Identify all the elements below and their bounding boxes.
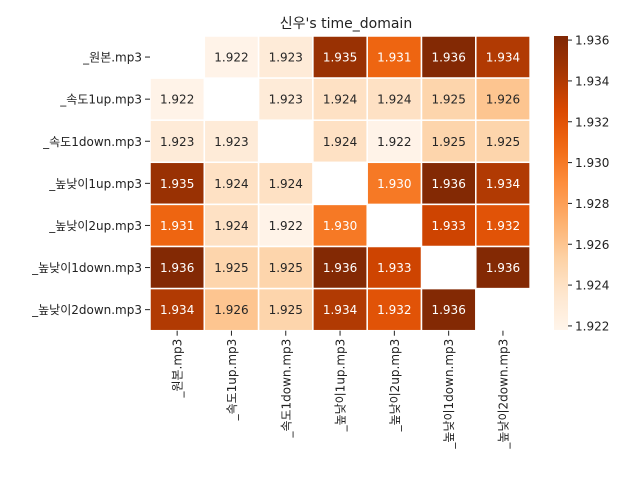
- y-tick-label: _속도1up.mp3: [59, 93, 142, 107]
- colorbar-tick-label: 1.936: [575, 34, 609, 48]
- cell-value-label: 1.924: [214, 177, 248, 191]
- cell-value-label: 1.922: [269, 219, 303, 233]
- cell-value-label: 1.926: [214, 303, 248, 317]
- heatmap-cell: [420, 119, 477, 164]
- cell-value-label: 1.925: [214, 261, 248, 275]
- heatmap-cell: [420, 203, 477, 248]
- cell-value-label: 1.931: [160, 219, 194, 233]
- cell-value-label: 1.934: [486, 177, 520, 191]
- cell-value-label: 1.924: [323, 93, 357, 107]
- colorbar-tick-label: 1.922: [575, 319, 609, 333]
- cell-value-label: 1.936: [486, 261, 520, 275]
- heatmap-cell: [475, 203, 531, 248]
- heatmap-cell: [366, 77, 423, 121]
- chart-title: 신우's time_domain: [280, 16, 412, 32]
- y-tick-label: _높낮이1down.mp3: [31, 261, 142, 275]
- cell-value-label: 1.930: [377, 177, 411, 191]
- heatmap-cell: [149, 287, 206, 332]
- x-tick-label: _높낮이1up.mp3: [334, 339, 348, 433]
- x-tick-label: _높낮이2up.mp3: [388, 339, 402, 433]
- cell-value-label: 1.924: [214, 219, 248, 233]
- colorbar: 1.922 1.924 1.926 1.928 1.930 1.932 1.934 1.936: [554, 34, 609, 333]
- cell-value-label: 1.935: [323, 51, 357, 65]
- cell-value-label: 1.933: [377, 261, 411, 275]
- cell-value-label: 1.924: [377, 93, 411, 107]
- heatmap-cell: [420, 287, 477, 332]
- colorbar-gradient: [554, 36, 568, 330]
- cell-value-label: 1.936: [431, 303, 465, 317]
- colorbar-tick-label: 1.924: [575, 279, 609, 293]
- y-tick-label: _높낮이2down.mp3: [31, 303, 142, 317]
- cell-value-label: 1.935: [160, 177, 194, 191]
- cell-value-label: 1.934: [486, 51, 520, 65]
- heatmap-cell: [149, 245, 206, 290]
- heatmap-cell: [366, 161, 423, 206]
- cell-value-label: 1.923: [160, 135, 194, 149]
- heatmap-cell: [475, 77, 531, 121]
- cell-value-label: 1.924: [269, 177, 303, 191]
- cell-value-label: 1.934: [323, 303, 357, 317]
- heatmap-cell: [149, 161, 206, 206]
- heatmap-cell: [203, 35, 260, 79]
- x-tick-label: _원본.mp3: [171, 339, 185, 399]
- heatmap-cell: [475, 245, 531, 290]
- cell-value-label: 1.936: [431, 177, 465, 191]
- y-tick-label: _높낮이1up.mp3: [48, 177, 142, 191]
- x-tick-label: _속도1down.mp3: [279, 339, 293, 439]
- cell-value-label: 1.936: [431, 51, 465, 65]
- y-tick-label: _속도1down.mp3: [42, 135, 142, 149]
- heatmap-cell: [475, 161, 531, 206]
- cell-value-label: 1.936: [160, 261, 194, 275]
- x-tick-label: _속도1up.mp3: [225, 339, 239, 422]
- cell-value-label: 1.924: [323, 135, 357, 149]
- cell-value-label: 1.925: [269, 261, 303, 275]
- cell-value-label: 1.923: [269, 51, 303, 65]
- x-axis-ticks: _원본.mp3 _속도1up.mp3 _속도1down.mp3 _높낮이1up.mp3…: [171, 330, 510, 450]
- cell-value-label: 1.930: [323, 219, 357, 233]
- y-tick-label: _원본.mp3: [82, 51, 142, 65]
- heatmap-cell: [475, 35, 531, 79]
- cell-value-label: 1.926: [486, 93, 520, 107]
- cell-value-label: 1.925: [486, 135, 520, 149]
- heatmap-cells: [149, 35, 531, 332]
- cell-value-label: 1.925: [431, 93, 465, 107]
- x-tick-label: _높낮이1down.mp3: [442, 339, 456, 450]
- colorbar-tick-label: 1.932: [575, 115, 609, 129]
- cell-value-label: 1.925: [269, 303, 303, 317]
- cell-value-label: 1.923: [269, 93, 303, 107]
- colorbar-tick-label: 1.928: [575, 197, 609, 211]
- heatmap-cell: [203, 161, 260, 206]
- cell-value-label: 1.922: [214, 51, 248, 65]
- heatmap-cell: [257, 203, 314, 248]
- heatmap-cell: [203, 119, 260, 164]
- heatmap-cell: [257, 161, 314, 206]
- cell-value-label: 1.932: [377, 303, 411, 317]
- x-tick-label: _높낮이2down.mp3: [496, 339, 510, 450]
- cell-value-label: 1.922: [377, 135, 411, 149]
- heatmap-annotations: 1.922 1.923 1.935 1.931 1.936 1.934 1.922 1.923…: [160, 51, 520, 318]
- heatmap-cell: [420, 161, 477, 206]
- y-axis-ticks: _원본.mp3 _속도1up.mp3 _속도1down.mp3 _높낮이1up.mp3…: [31, 51, 150, 317]
- cell-value-label: 1.936: [323, 261, 357, 275]
- cell-value-label: 1.931: [377, 51, 411, 65]
- cell-value-label: 1.923: [214, 135, 248, 149]
- heatmap-cell: [475, 119, 531, 164]
- heatmap-cell: [257, 35, 314, 79]
- heatmap-cell: [257, 77, 314, 121]
- cell-value-label: 1.925: [431, 135, 465, 149]
- cell-value-label: 1.922: [160, 93, 194, 107]
- cell-value-label: 1.934: [160, 303, 194, 317]
- y-tick-label: _높낮이2up.mp3: [48, 219, 142, 233]
- cell-value-label: 1.932: [486, 219, 520, 233]
- colorbar-tick-label: 1.930: [575, 156, 609, 170]
- colorbar-tick-label: 1.926: [575, 238, 609, 252]
- heatmap-cell: [366, 119, 423, 164]
- cell-value-label: 1.933: [431, 219, 465, 233]
- colorbar-tick-label: 1.934: [575, 74, 609, 88]
